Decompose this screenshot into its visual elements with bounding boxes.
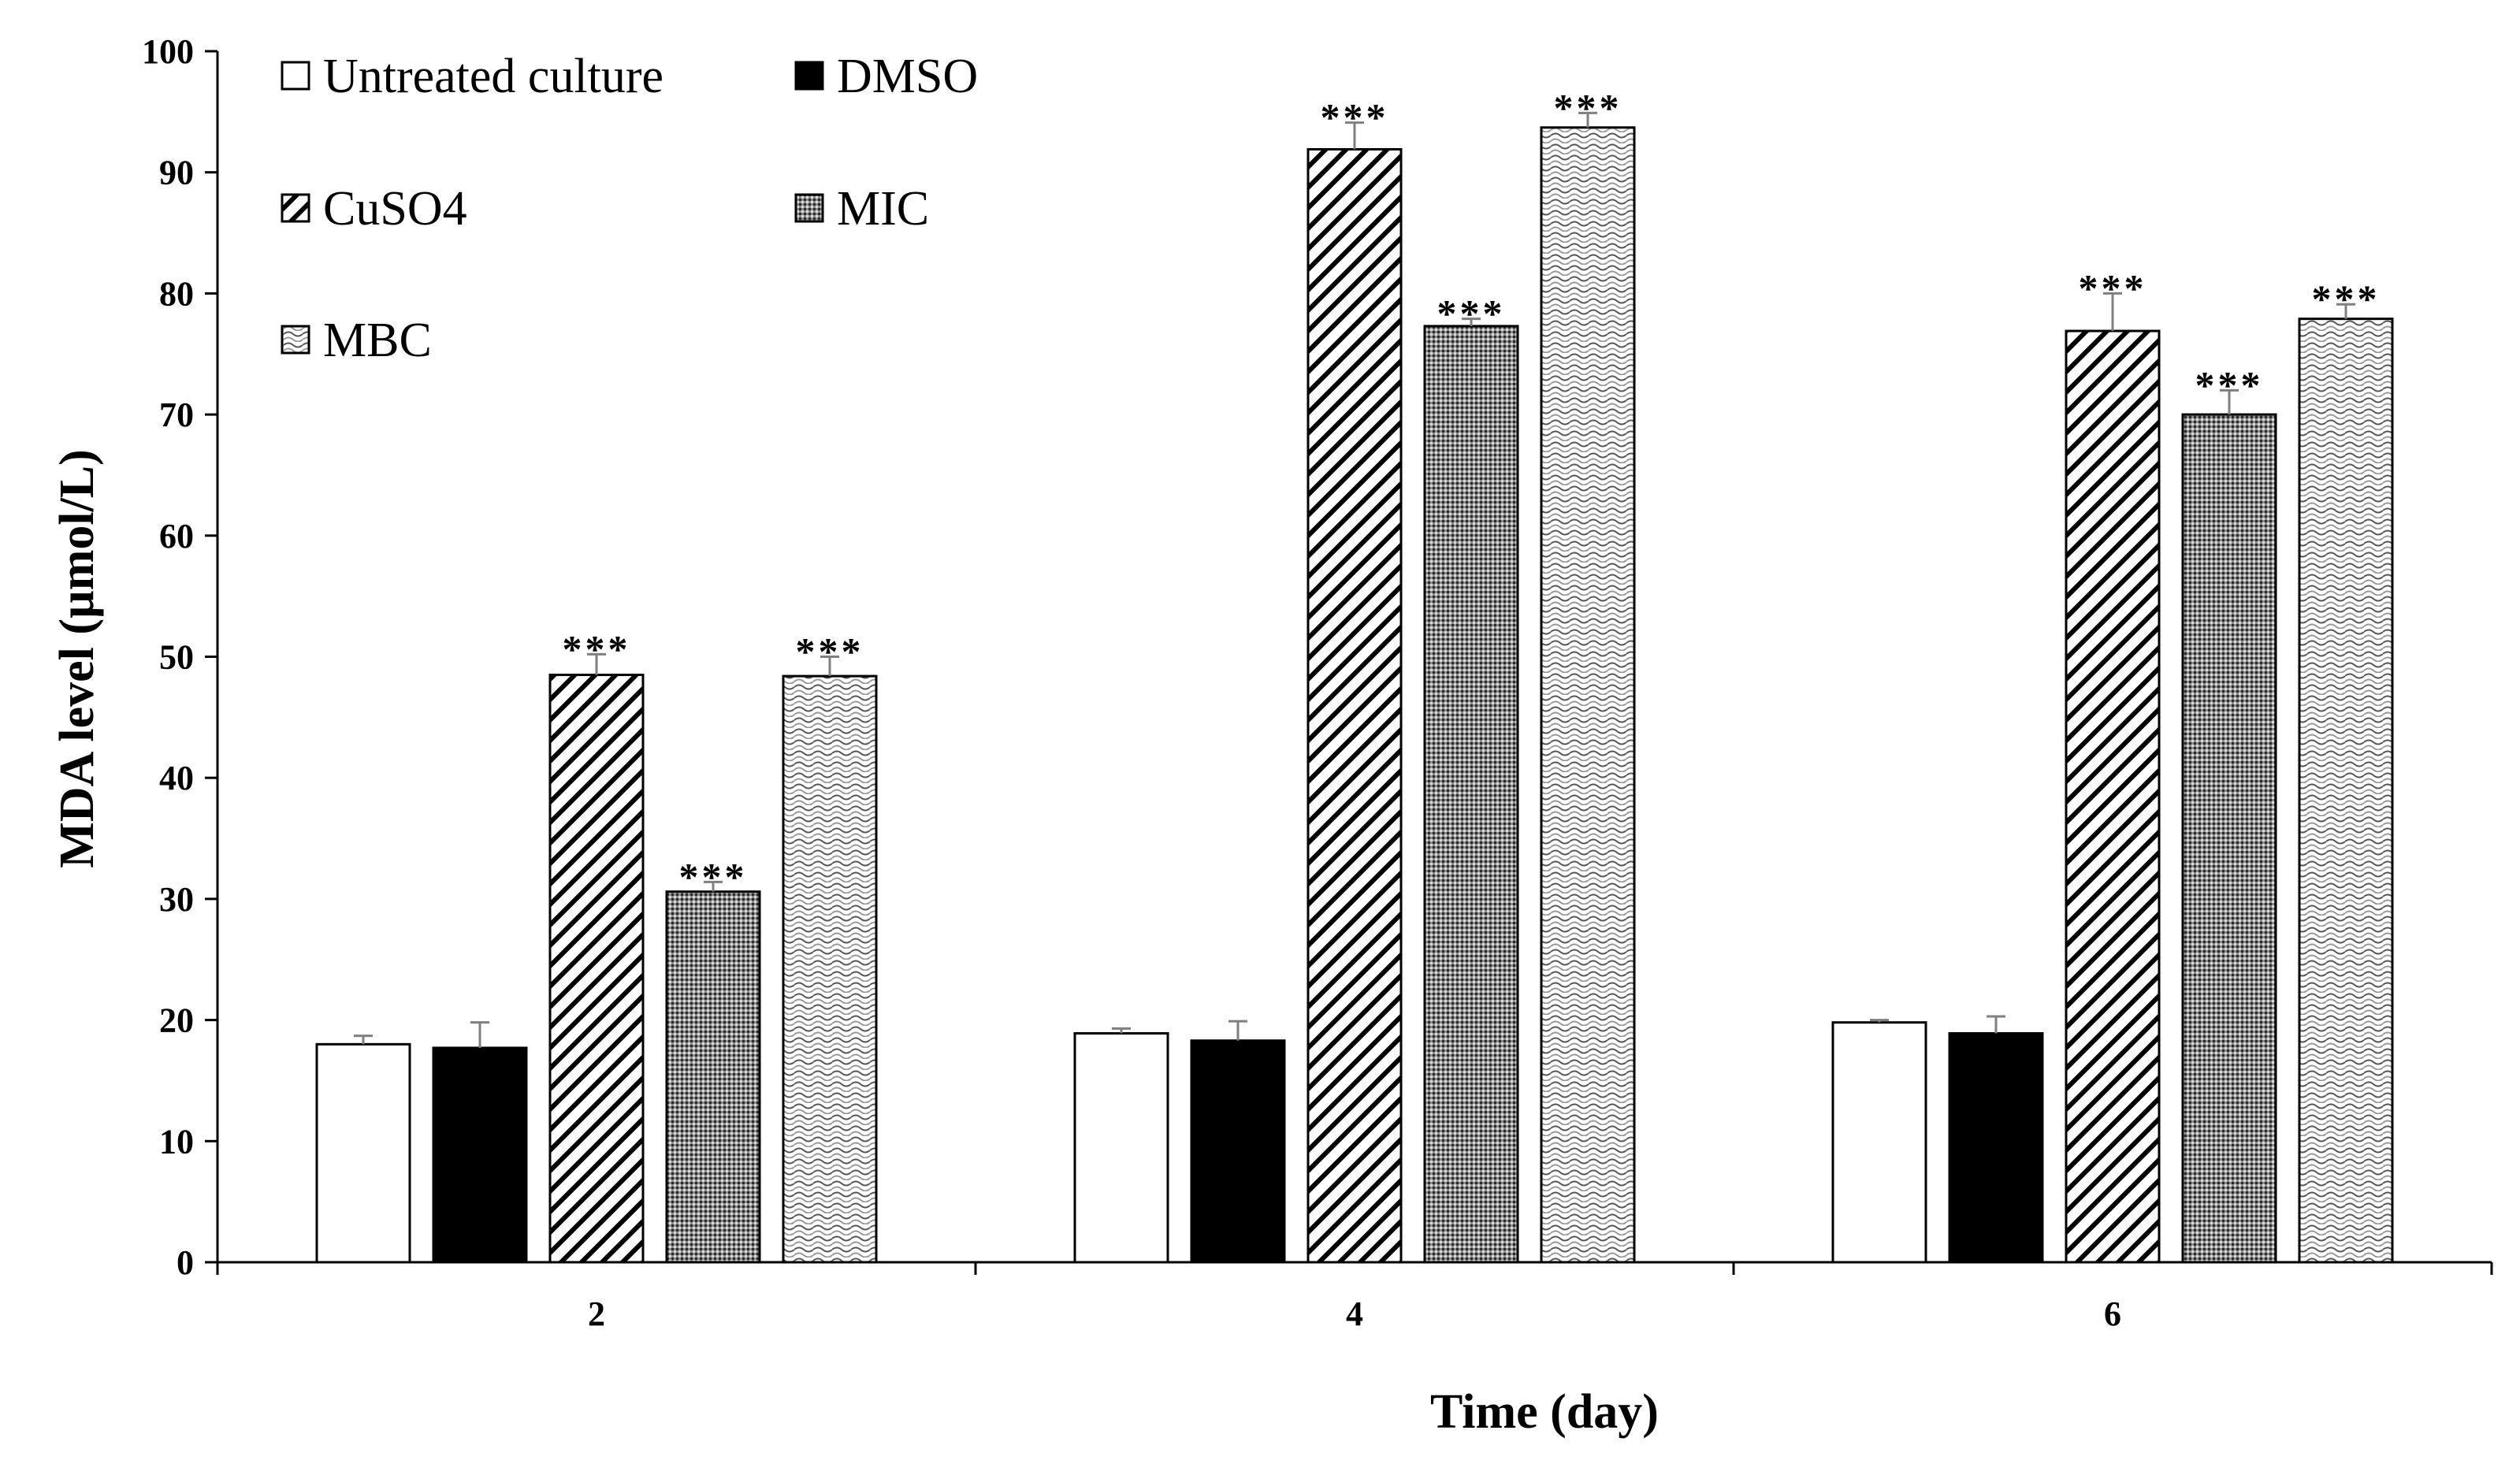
y-tick-label: 50 [159, 638, 194, 677]
bar [1306, 147, 1403, 1264]
significance-label: *** [2195, 362, 2264, 407]
significance-label: *** [2312, 277, 2381, 321]
y-axis-title: MDA level (µmol/L) [50, 449, 104, 868]
bar [2298, 318, 2394, 1264]
significance-label: *** [1437, 292, 1506, 336]
y-tick-label: 20 [159, 1001, 194, 1040]
x-tick-label: 4 [1346, 1295, 1363, 1333]
significance-label: *** [1554, 85, 1622, 129]
y-ticks: 0 10 20 30 40 50 60 70 80 90 100 [142, 32, 217, 1282]
y-tick-label: 90 [159, 154, 194, 192]
x-tick-label: 2 [588, 1295, 605, 1333]
x-axis-title: Time (day) [1430, 1385, 1659, 1439]
bar [1948, 1032, 2044, 1264]
y-tick-label: 10 [159, 1122, 194, 1161]
bar [432, 1046, 528, 1264]
legend-swatch [281, 193, 310, 223]
legend: Untreated culture DMSO CuSO4 MIC MBC [281, 50, 978, 367]
legend-label: DMSO [837, 50, 978, 103]
x-ticks: 2 4 6 [216, 1262, 2493, 1333]
bar [1190, 1039, 1286, 1264]
legend-swatch [794, 193, 824, 223]
legend-label: MBC [323, 314, 432, 367]
legend-swatch [281, 61, 310, 91]
y-tick-label: 30 [159, 880, 194, 919]
significance-label: *** [796, 630, 864, 674]
legend-swatch [281, 325, 310, 355]
y-tick-label: 80 [159, 274, 194, 313]
x-tick-label: 6 [2104, 1295, 2121, 1333]
bar [1073, 1032, 1169, 1264]
bars: *** *** *** *** *** *** *** *** *** [315, 85, 2394, 1264]
y-tick-label: 0 [177, 1243, 194, 1282]
bar [2181, 413, 2277, 1264]
legend-label: Untreated culture [323, 50, 663, 103]
y-tick-label: 100 [142, 32, 194, 71]
bar [315, 1042, 411, 1264]
legend-label: CuSO4 [323, 182, 467, 236]
significance-label: *** [563, 626, 631, 671]
y-tick-label: 60 [159, 517, 194, 555]
y-tick-label: 70 [159, 396, 194, 434]
bar [1831, 1021, 1927, 1264]
bar [665, 890, 761, 1264]
bar [1423, 325, 1519, 1264]
bar [2065, 329, 2161, 1264]
bar [548, 674, 645, 1264]
legend-swatch [794, 61, 824, 91]
legend-label: MIC [837, 182, 929, 236]
significance-label: *** [1321, 95, 1389, 139]
significance-label: *** [679, 854, 748, 898]
significance-label: *** [2079, 266, 2147, 310]
bar [1540, 126, 1636, 1264]
y-tick-label: 40 [159, 759, 194, 797]
bar [782, 674, 878, 1264]
